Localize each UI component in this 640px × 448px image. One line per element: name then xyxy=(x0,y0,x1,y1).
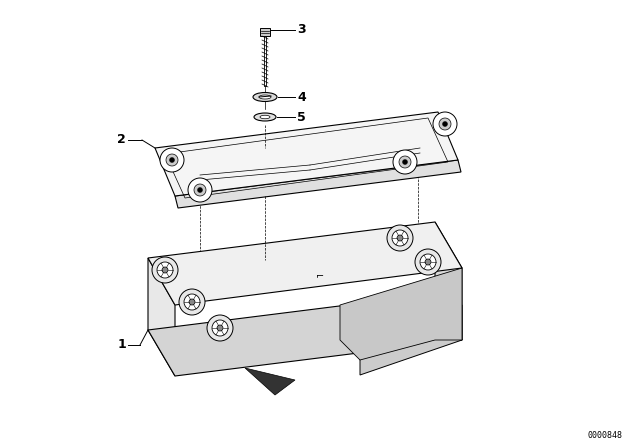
Circle shape xyxy=(189,299,195,305)
Polygon shape xyxy=(148,258,175,376)
Text: 4: 4 xyxy=(297,90,306,103)
Circle shape xyxy=(198,188,202,193)
Circle shape xyxy=(166,154,178,166)
Circle shape xyxy=(184,294,200,310)
Circle shape xyxy=(179,289,205,315)
Circle shape xyxy=(212,320,228,336)
Polygon shape xyxy=(360,305,462,375)
Polygon shape xyxy=(155,112,458,196)
Circle shape xyxy=(157,262,173,278)
Polygon shape xyxy=(260,28,270,36)
Circle shape xyxy=(425,259,431,265)
Text: 3: 3 xyxy=(297,22,306,35)
Text: 5: 5 xyxy=(297,111,306,124)
Text: ⌐: ⌐ xyxy=(316,270,324,280)
Text: 2: 2 xyxy=(117,133,126,146)
Ellipse shape xyxy=(254,113,276,121)
Circle shape xyxy=(415,249,441,275)
Text: 1: 1 xyxy=(117,337,126,350)
Circle shape xyxy=(170,158,175,163)
Text: 0000848: 0000848 xyxy=(587,431,622,440)
Circle shape xyxy=(439,118,451,130)
Circle shape xyxy=(162,267,168,273)
Polygon shape xyxy=(148,222,462,305)
Ellipse shape xyxy=(253,92,277,102)
Polygon shape xyxy=(340,268,462,360)
Circle shape xyxy=(188,178,212,202)
Circle shape xyxy=(194,184,206,196)
Ellipse shape xyxy=(259,95,271,99)
Circle shape xyxy=(393,150,417,174)
Polygon shape xyxy=(148,294,462,376)
Ellipse shape xyxy=(260,115,270,119)
Polygon shape xyxy=(435,222,462,340)
Circle shape xyxy=(387,225,413,251)
Circle shape xyxy=(152,257,178,283)
Polygon shape xyxy=(175,160,461,208)
Circle shape xyxy=(397,235,403,241)
Circle shape xyxy=(160,148,184,172)
Circle shape xyxy=(433,112,457,136)
Polygon shape xyxy=(245,368,295,395)
Circle shape xyxy=(403,159,408,164)
Circle shape xyxy=(392,230,408,246)
Circle shape xyxy=(399,156,411,168)
Circle shape xyxy=(217,325,223,331)
Circle shape xyxy=(207,315,233,341)
Circle shape xyxy=(420,254,436,270)
Circle shape xyxy=(442,121,447,126)
